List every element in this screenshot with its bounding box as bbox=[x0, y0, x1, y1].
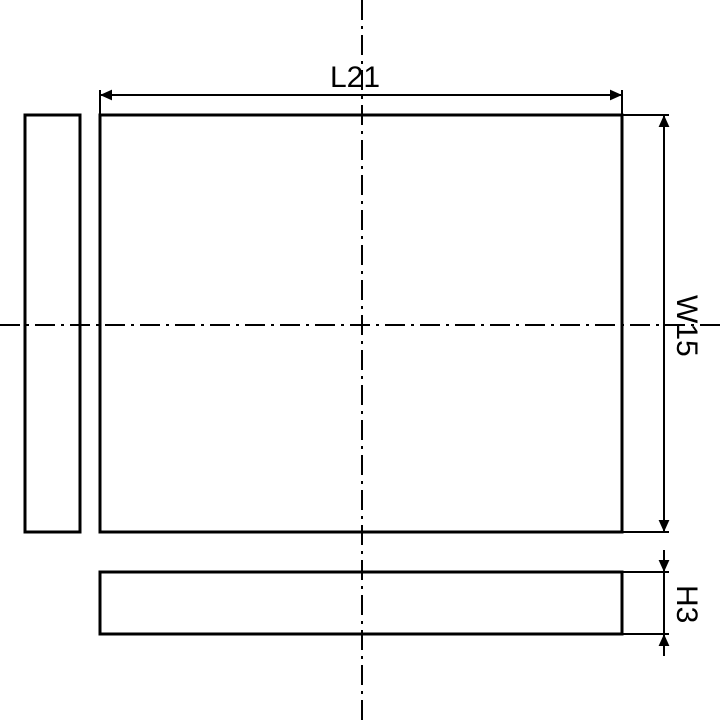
arrowhead bbox=[610, 90, 622, 101]
dim-label-W: W15 bbox=[670, 295, 703, 357]
arrowhead bbox=[100, 90, 112, 101]
view-rect bbox=[25, 115, 80, 532]
arrowhead bbox=[659, 520, 670, 532]
arrowhead bbox=[659, 560, 670, 572]
dim-label-L: L21 bbox=[330, 61, 380, 94]
arrowhead bbox=[659, 115, 670, 127]
dim-label-H: H3 bbox=[670, 585, 703, 623]
arrowhead bbox=[659, 634, 670, 646]
